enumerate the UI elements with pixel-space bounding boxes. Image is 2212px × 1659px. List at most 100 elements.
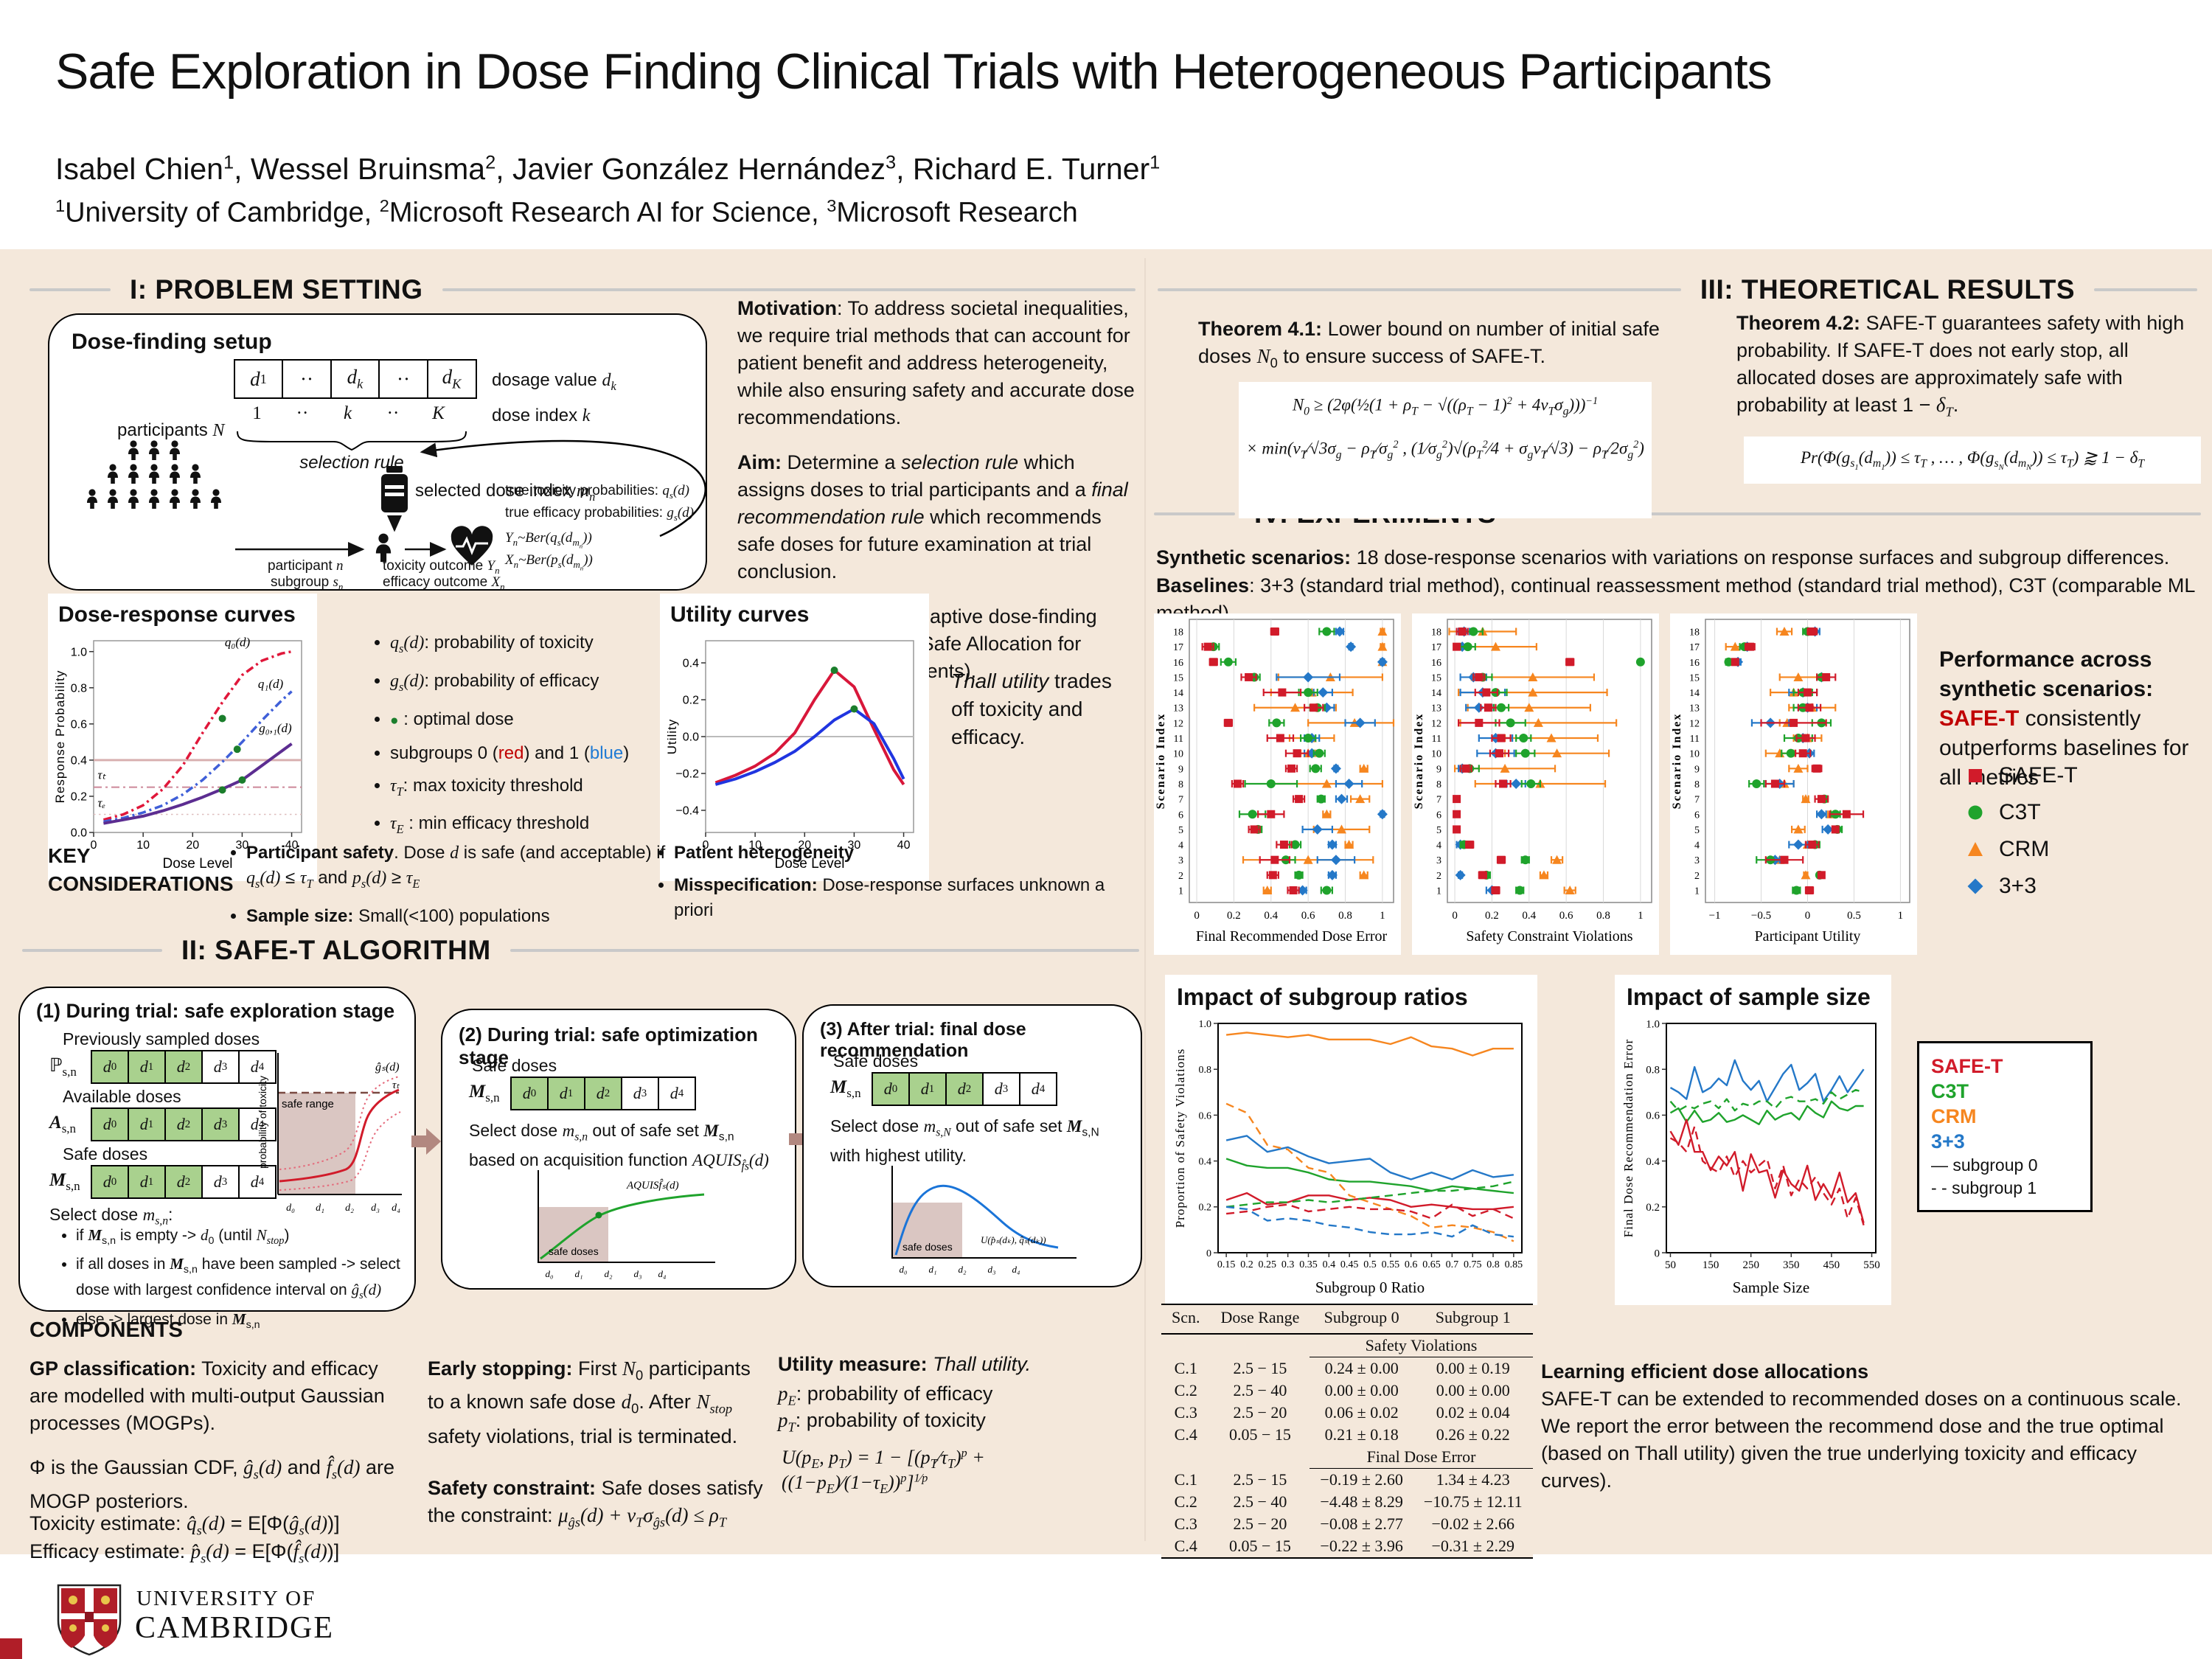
svg-text:1: 1 xyxy=(1178,886,1183,897)
table-cell: C.2 xyxy=(1174,1381,1197,1399)
table-row: C.4 0.05 − 15 0.21 ± 0.18 0.26 ± 0.22 xyxy=(1161,1424,1533,1446)
table-cell: −0.19 ± 2.60 xyxy=(1320,1470,1403,1489)
bullet: ● : optimal dose xyxy=(390,707,678,734)
svg-text:0: 0 xyxy=(91,839,97,852)
svg-text:Safety Constraint Violations: Safety Constraint Violations xyxy=(1466,928,1632,945)
svg-text:1: 1 xyxy=(1436,886,1441,897)
table-cell: C.1 xyxy=(1174,1358,1197,1377)
stage1-safe-label: Safe doses xyxy=(63,1144,148,1164)
utility-formula: U(pE, pT) = 1 − [(pT∕τT)p + ((1−pE)∕(1−τ… xyxy=(782,1447,985,1497)
safe-doses-label: safe doses xyxy=(549,1245,599,1257)
early-stopping-text: Early stopping: First N0 participants to… xyxy=(428,1357,751,1447)
svg-text:Proportion of Safety Violation: Proportion of Safety Violations xyxy=(1173,1048,1187,1228)
svg-text:3: 3 xyxy=(1178,855,1183,866)
theorem-41-formula-panel: N0 ≥ (2φ(½(1 + ρT − √((ρT − 1)2 + 4νTσg)… xyxy=(1239,382,1652,518)
results-table: Scn. Dose Range Subgroup 0 Subgroup 1 Safety… xyxy=(1161,1304,1533,1559)
stage1-mini-chart: probability of toxicity safe range ĝₛ(d)… xyxy=(257,1053,402,1214)
true-efficacy-label: true efficacy probabilities: gs(d) xyxy=(505,505,695,523)
dose-error-chart: 0 0.2 0.4 0.6 0.8 112345678910111213141516171… xyxy=(1155,619,1395,945)
svg-text:10: 10 xyxy=(136,839,150,852)
table-cell: C.4 xyxy=(1174,1425,1197,1444)
svg-text:0.8: 0.8 xyxy=(71,682,87,695)
svg-text:0.4: 0.4 xyxy=(71,754,87,767)
svg-text:0.2: 0.2 xyxy=(1240,1259,1253,1270)
legend-item: 3+3 xyxy=(1965,874,2078,899)
table-cell: 0.02 ± 0.04 xyxy=(1436,1403,1510,1422)
pe-text: pE: probability of efficacy xyxy=(778,1382,993,1408)
performance-text: Performance across synthetic scenarios: … xyxy=(1939,647,2189,790)
triangle-marker-icon xyxy=(1968,842,1983,856)
theorem-42-text: Theorem 4.2: SAFE-T guarantees safety wi… xyxy=(1736,312,2185,420)
svg-text:0.8: 0.8 xyxy=(1646,1064,1660,1076)
svg-text:Participant Utility: Participant Utility xyxy=(1755,928,1861,945)
svg-text:4: 4 xyxy=(1436,841,1441,852)
subgroup-ratio-chart: 0.15 0.2 0.25 0.3 0.35 0.4 0.45 0.5 0.55 0.6 0.65 0… xyxy=(1173,1019,1523,1296)
svg-text:Scenario Index: Scenario Index xyxy=(1413,713,1425,810)
bernoulli-x-label: Xn~Ber(ps(dmn)) xyxy=(505,552,593,572)
set-symbol: ℙs,n xyxy=(49,1056,77,1079)
index-cell: ·· xyxy=(386,403,400,423)
svg-text:q₁(d): q₁(d) xyxy=(258,677,284,691)
table-row: C.2 2.5 − 40 −4.48 ± 8.29 −10.75 ± 12.11 xyxy=(1161,1491,1533,1513)
svg-text:0.6: 0.6 xyxy=(1405,1259,1418,1270)
svg-text:0.8: 0.8 xyxy=(1338,910,1352,922)
svg-text:0.2: 0.2 xyxy=(1199,1203,1212,1214)
svg-text:6: 6 xyxy=(1178,810,1183,821)
utility-panel: Utility curves 0 10 20 30 40 −0.4 −0.2 0.0 0.2 0.… xyxy=(660,594,929,881)
svg-text:20: 20 xyxy=(798,839,811,852)
subgroup-ratio-panel: Impact of subgroup ratios 0.15 0.2 0.25 0.3… xyxy=(1165,975,1537,1305)
svg-text:−0.4: −0.4 xyxy=(675,805,699,818)
kc-item: Sample size: Small(<100) populations xyxy=(246,904,674,929)
stage1-title: (1) During trial: safe exploration stage xyxy=(36,1000,395,1022)
table-row: C.3 2.5 − 20 0.06 ± 0.02 0.02 ± 0.04 xyxy=(1161,1402,1533,1424)
section-1-header: I: PROBLEM SETTING xyxy=(29,274,1135,305)
table-row: C.2 2.5 − 40 0.00 ± 0.00 0.00 ± 0.00 xyxy=(1161,1380,1533,1402)
stage1-panel: (1) During trial: safe exploration stage… xyxy=(18,987,416,1331)
svg-text:5: 5 xyxy=(1436,825,1441,836)
svg-text:1.0: 1.0 xyxy=(71,646,87,658)
svg-text:30: 30 xyxy=(236,839,249,852)
legend2-method: C3T xyxy=(1931,1080,1969,1102)
table-row: C.1 2.5 − 15 −0.19 ± 2.60 1.34 ± 4.23 xyxy=(1161,1469,1533,1492)
dose-response-bullets: qs(d): probability of toxicity gs(d): pr… xyxy=(365,630,678,849)
set-symbol: Ms,n xyxy=(469,1082,500,1105)
table-cell: C.3 xyxy=(1174,1403,1197,1422)
svg-text:14: 14 xyxy=(1431,688,1441,699)
svg-text:d₄: d₄ xyxy=(658,1268,667,1279)
svg-text:12: 12 xyxy=(1173,718,1183,729)
table-cell: −0.22 ± 3.96 xyxy=(1320,1537,1403,1555)
svg-text:5: 5 xyxy=(1694,825,1700,836)
table-cell: 0.26 ± 0.22 xyxy=(1436,1425,1510,1444)
synthetic-scenarios-text: Synthetic scenarios: 18 dose-response sc… xyxy=(1156,546,2170,568)
kc-item: Misspecification: Dose-response surfaces… xyxy=(674,873,1146,923)
legend2-subgroup0: — subgroup 0 xyxy=(1931,1155,2038,1175)
svg-text:11: 11 xyxy=(1432,734,1441,745)
gaussian-cdf-text: Φ is the Gaussian CDF, ĝs(d) and f̂s(d) … xyxy=(29,1456,395,1513)
index-cell: K xyxy=(432,403,445,423)
svg-text:Scenario Index: Scenario Index xyxy=(1671,713,1683,810)
svg-text:g₀,₁(d): g₀,₁(d) xyxy=(259,721,292,735)
svg-text:d₂: d₂ xyxy=(345,1203,354,1214)
bullet: τT: max toxicity threshold xyxy=(390,773,678,804)
svg-text:13: 13 xyxy=(1173,703,1183,714)
stage1-bullet: if all doses in Ms,n have been sampled -… xyxy=(76,1254,422,1306)
footer-university-line1: UNIVERSITY OF xyxy=(136,1587,316,1610)
stage1-bullet: if Ms,n is empty -> d0 (until Nstop) xyxy=(76,1225,422,1251)
table-row: C.4 0.05 − 15 −0.22 ± 3.96 −0.31 ± 2.29 xyxy=(1161,1535,1533,1558)
svg-text:8: 8 xyxy=(1436,779,1441,790)
table-cell: C.2 xyxy=(1174,1492,1197,1511)
stage1-mini-xticks: d₀ d₁ d₂ d₃ d₄ xyxy=(286,1203,400,1214)
tau-label: τₜ xyxy=(392,1079,400,1091)
svg-text:16: 16 xyxy=(1431,658,1441,669)
stage3-mini-xticks: d₀ d₁ d₂ d₃ d₄ xyxy=(899,1264,1020,1275)
safe-range-label: safe range xyxy=(282,1098,334,1110)
svg-text:Subgroup 0 Ratio: Subgroup 0 Ratio xyxy=(1315,1279,1425,1296)
